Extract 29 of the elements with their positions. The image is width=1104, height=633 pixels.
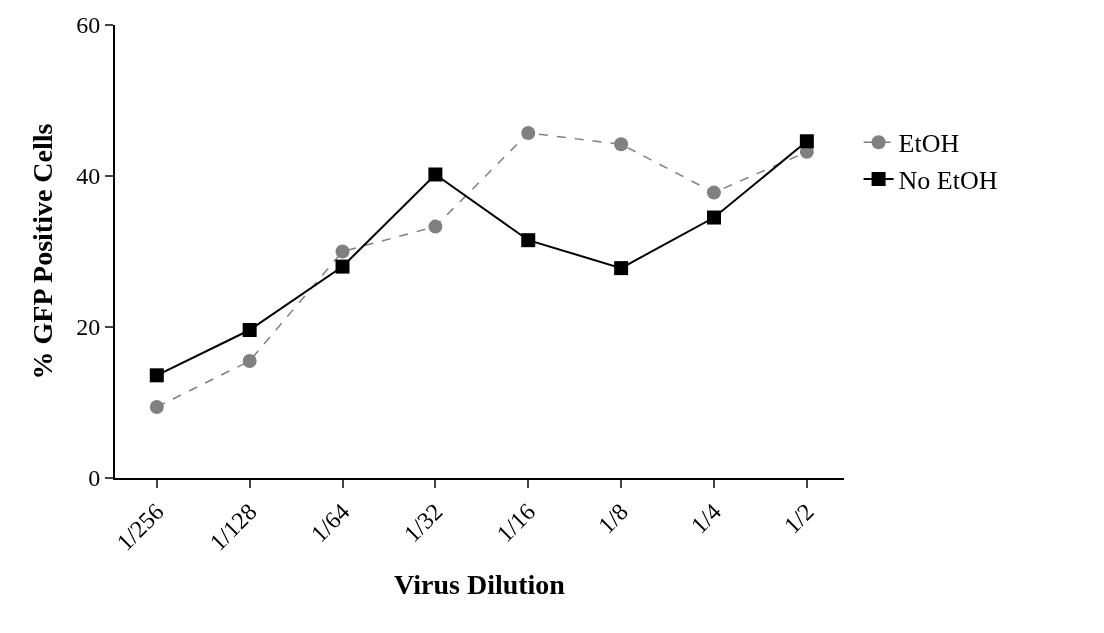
point bbox=[242, 353, 257, 368]
point bbox=[335, 259, 350, 274]
point bbox=[521, 233, 536, 248]
y-tick-label: 20 bbox=[76, 314, 101, 341]
x-tick-label: 1/4 bbox=[685, 498, 727, 539]
x-axis-title: Virus Dilution bbox=[394, 569, 566, 601]
y-tick-label: 0 bbox=[88, 465, 101, 492]
legend-label: EtOH bbox=[898, 129, 960, 159]
point bbox=[799, 134, 814, 149]
x-tick-label: 1/8 bbox=[593, 498, 634, 539]
point bbox=[614, 137, 629, 152]
x-tick-label: 1/16 bbox=[491, 498, 541, 547]
x-tick-label: 1/2 bbox=[778, 498, 819, 539]
point bbox=[335, 244, 350, 259]
legend-label: No EtOH bbox=[898, 166, 998, 196]
point bbox=[614, 261, 629, 276]
point bbox=[149, 368, 164, 383]
point bbox=[707, 185, 721, 200]
point bbox=[149, 400, 164, 415]
y-axis-title: % GFP Positive Cells bbox=[27, 123, 59, 380]
x-tick-label: 1/64 bbox=[305, 498, 355, 547]
point bbox=[521, 125, 536, 140]
x-tick-label: 1/32 bbox=[398, 498, 448, 547]
point bbox=[428, 219, 443, 234]
y-tick-label: 40 bbox=[76, 163, 101, 190]
point bbox=[242, 323, 257, 338]
point bbox=[706, 210, 721, 225]
point bbox=[428, 167, 443, 182]
y-tick-label: 60 bbox=[76, 12, 101, 39]
